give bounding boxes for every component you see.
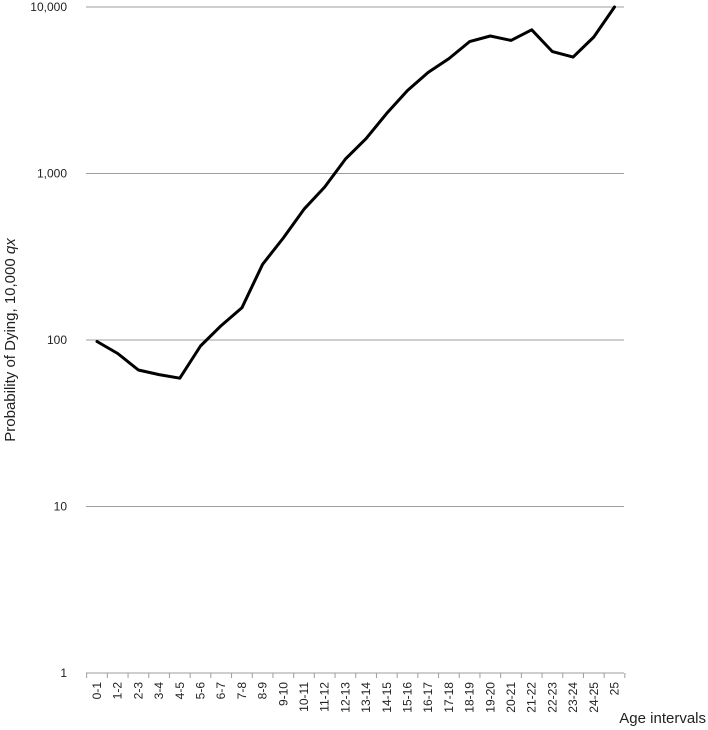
x-axis-ticks: 0-1 1-2 2-3 3-4 4-5 5-6 6-7 7-8 8-9 9-10 10-11 11-1… — [90, 682, 622, 713]
x-tick-label: 1-2 — [111, 682, 125, 700]
y-tick-label: 10 — [54, 500, 68, 514]
x-tick-label: 9-10 — [276, 682, 290, 706]
y-tick-label: 10,000 — [30, 0, 67, 14]
series-line — [95, 5, 616, 380]
x-tick-label: 18-19 — [463, 682, 477, 713]
x-tick-label: 25 — [608, 682, 622, 696]
x-tick-label: 0-1 — [90, 682, 104, 700]
x-tick-label: 7-8 — [235, 682, 249, 700]
x-tick-label: 24-25 — [587, 682, 601, 713]
x-tick-label: 6-7 — [214, 682, 228, 700]
x-tick-label: 21-22 — [525, 682, 539, 713]
x-tick-label: 20-21 — [504, 682, 518, 713]
x-tick-label: 19-20 — [483, 682, 497, 713]
y-axis-title-italic: qx — [2, 238, 19, 254]
x-tick-label: 5-6 — [194, 682, 208, 700]
y-axis-ticks: 1 10 100 1,000 10,000 — [30, 0, 67, 680]
x-tick-label: 13-14 — [359, 682, 373, 713]
x-tick-label: 11-12 — [318, 682, 332, 712]
x-tick-label: 3-4 — [152, 682, 166, 700]
x-tick-label: 10-11 — [297, 682, 311, 712]
x-tick-label: 4-5 — [173, 682, 187, 700]
y-axis-title: Probability of Dying, 10,000 qx — [2, 238, 19, 442]
x-axis-title: Age intervals — [619, 710, 706, 727]
y-axis-title-text: Probability of Dying, 10,000 — [2, 254, 19, 442]
x-tick-label: 2-3 — [131, 682, 145, 700]
x-tick-label: 17-18 — [442, 682, 456, 713]
y-tick-label: 1 — [60, 666, 67, 680]
x-axis — [86, 672, 626, 678]
x-tick-label: 15-16 — [401, 682, 415, 713]
gridlines — [86, 6, 624, 507]
y-tick-label: 100 — [47, 333, 67, 347]
y-tick-label: 1,000 — [37, 167, 67, 181]
x-tick-label: 14-15 — [380, 682, 394, 713]
x-tick-label: 22-23 — [545, 682, 559, 713]
x-tick-label: 8-9 — [256, 682, 270, 700]
x-tick-label: 16-17 — [421, 682, 435, 713]
x-tick-label: 12-13 — [338, 682, 352, 713]
x-tick-label: 23-24 — [566, 682, 580, 713]
